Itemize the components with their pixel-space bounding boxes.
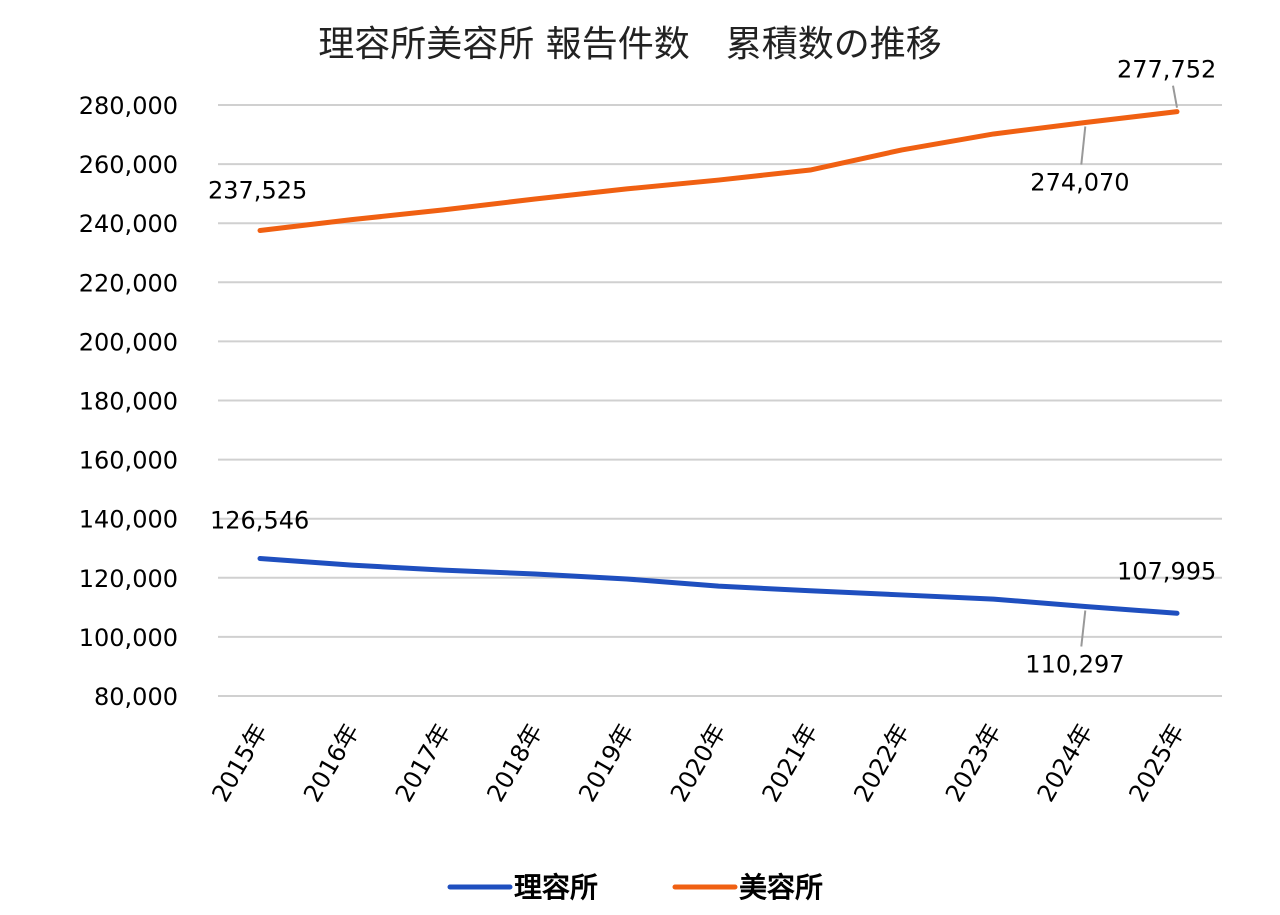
- label-leader-line: [1080, 126, 1087, 165]
- chart-title: 理容所美容所 報告件数 累積数の推移: [318, 24, 941, 65]
- data-label: 107,995: [1117, 557, 1216, 585]
- data-label: 277,752: [1117, 56, 1216, 84]
- y-axis-tick-labels: 80,000 100,000 120,000 140,000 160,000 180,00…: [79, 92, 178, 711]
- data-label: 126,546: [210, 506, 309, 534]
- x-tick-label: 2025年: [1123, 719, 1190, 807]
- series-lines: [257, 109, 1180, 616]
- y-tick-label: 280,000: [79, 92, 178, 120]
- data-label: 237,525: [208, 177, 307, 205]
- x-tick-label: 2023年: [940, 719, 1007, 807]
- gridlines: [218, 104, 1222, 697]
- series-line-beauty: [257, 109, 1180, 234]
- y-tick-label: 160,000: [79, 447, 178, 475]
- data-labels: 126,546 110,297 107,995 237,525 274,070 277,7…: [208, 56, 1216, 679]
- y-tick-label: 180,000: [79, 388, 178, 416]
- y-tick-label: 100,000: [79, 624, 178, 652]
- x-axis-tick-labels: 2015年 2016年 2017年 2018年 2019年 2020年 2021年 2022年…: [206, 719, 1190, 807]
- x-tick-label: 2018年: [482, 719, 549, 807]
- x-tick-label: 2021年: [757, 719, 824, 807]
- x-tick-label: 2019年: [573, 719, 640, 807]
- x-tick-label: 2024年: [1032, 719, 1099, 807]
- label-leader-line: [1080, 610, 1087, 647]
- legend: 理容所 美容所: [447, 871, 823, 904]
- y-tick-label: 140,000: [79, 506, 178, 534]
- y-tick-label: 220,000: [79, 269, 178, 297]
- y-tick-label: 240,000: [79, 210, 178, 238]
- y-tick-label: 80,000: [94, 683, 178, 711]
- x-tick-label: 2020年: [665, 719, 732, 807]
- x-tick-label: 2015年: [206, 719, 273, 807]
- label-leader-line: [1172, 85, 1178, 108]
- x-tick-label: 2017年: [390, 719, 457, 807]
- legend-label-beauty: 美容所: [739, 871, 823, 904]
- y-tick-label: 120,000: [79, 565, 178, 593]
- y-tick-label: 200,000: [79, 328, 178, 356]
- legend-label-barber: 理容所: [514, 871, 598, 904]
- x-tick-label: 2016年: [298, 719, 365, 807]
- data-label: 110,297: [1025, 650, 1124, 678]
- x-tick-label: 2022年: [848, 719, 915, 807]
- series-line-barber: [257, 555, 1180, 616]
- data-label: 274,070: [1030, 169, 1129, 197]
- y-tick-label: 260,000: [79, 151, 178, 179]
